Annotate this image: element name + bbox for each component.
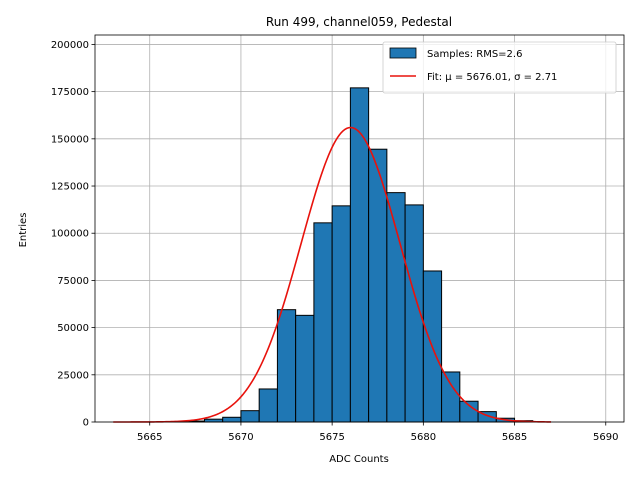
histogram-bar (295, 314, 315, 423)
y-axis-label: Entries (18, 213, 29, 248)
y-tick-label: 150000 (51, 134, 89, 145)
fit-curve (113, 126, 552, 423)
histogram-bar (276, 309, 297, 423)
legend-entry-fit: Fit: μ = 5676.01, σ = 2.71 (427, 72, 557, 83)
legend-box (382, 41, 617, 94)
y-tick-label: 0 (83, 418, 89, 429)
legend: Samples: RMS=2.6 Fit: μ = 5676.01, σ = 2… (382, 41, 617, 94)
x-tick-label: 5680 (411, 432, 436, 443)
histogram-bar (222, 416, 242, 423)
x-tick-label: 5665 (137, 432, 162, 443)
x-axis-label: ADC Counts (329, 454, 389, 465)
y-tick-label: 100000 (51, 229, 89, 240)
histogram-bar (331, 205, 351, 423)
y-tick-label: 175000 (51, 87, 89, 98)
histogram-bar (240, 410, 260, 423)
y-tick-label: 25000 (57, 370, 89, 381)
y-tick-label: 50000 (57, 323, 89, 334)
histogram-bar (258, 388, 278, 423)
chart-title: Run 499, channel059, Pedestal (266, 15, 452, 29)
histogram-bar (349, 87, 370, 423)
y-tick-label: 200000 (51, 40, 89, 51)
histogram-bars (167, 87, 534, 423)
x-tick-label: 5675 (319, 432, 344, 443)
x-tick-label: 5685 (502, 432, 527, 443)
histogram-bar (313, 222, 333, 423)
y-axis-ticks: 0 25000 50000 75000 100000 125000 150000 175000… (51, 40, 95, 429)
y-tick-label: 125000 (51, 182, 89, 193)
x-axis-ticks: 5665 5670 5675 5680 5685 5690 (137, 422, 618, 443)
plot-area (94, 34, 625, 423)
axes-frame (94, 34, 625, 423)
x-tick-label: 5670 (228, 432, 253, 443)
y-tick-label: 75000 (57, 276, 89, 287)
x-tick-label: 5690 (593, 432, 618, 443)
histogram-bar (441, 371, 461, 423)
legend-histogram-swatch (389, 47, 417, 59)
histogram-bar (203, 418, 224, 423)
legend-entry-samples: Samples: RMS=2.6 (427, 49, 522, 60)
